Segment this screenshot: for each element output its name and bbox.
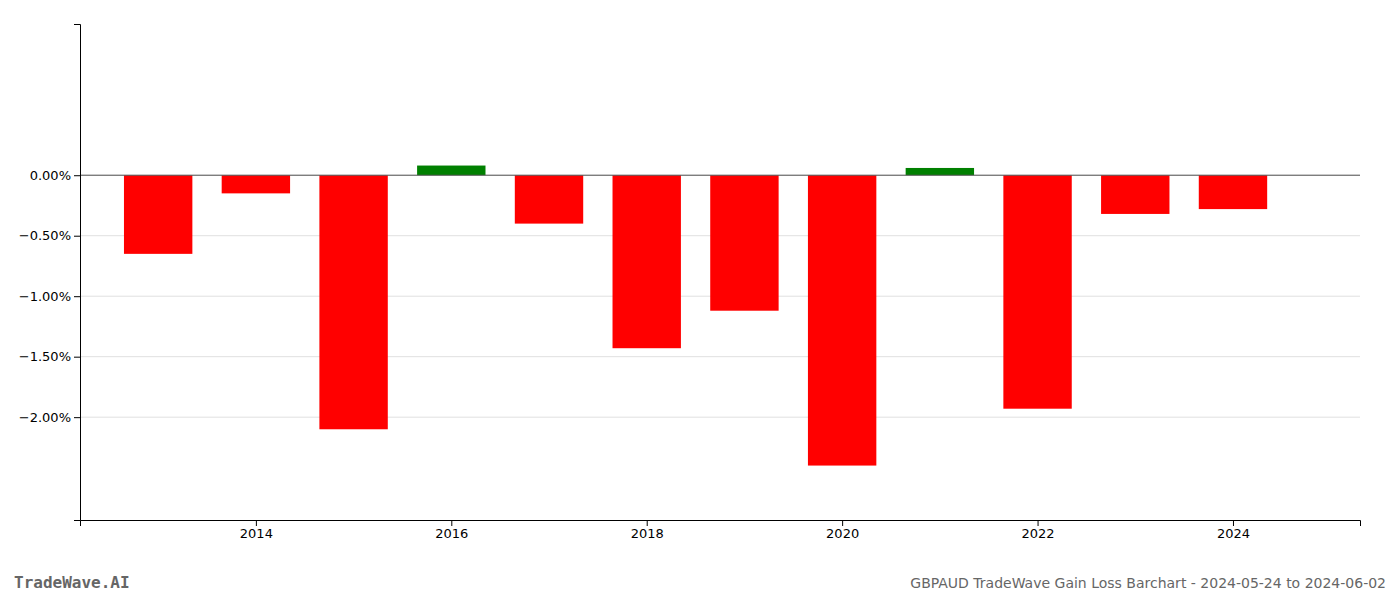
x-tick: 2016 (435, 520, 468, 541)
footer-left: TradeWave.AI (14, 573, 130, 592)
x-tick-mark (1038, 520, 1039, 526)
y-tick: 0.00% (30, 168, 80, 183)
grid-line (80, 356, 1360, 357)
x-tick-label: 2022 (1022, 526, 1055, 541)
x-tick-mark (647, 520, 648, 526)
y-tick-label: −2.00% (19, 410, 71, 425)
bar (417, 166, 485, 176)
x-tick: 2020 (826, 520, 859, 541)
bar (319, 175, 387, 429)
footer-right: GBPAUD TradeWave Gain Loss Barchart - 20… (910, 575, 1386, 591)
y-tick: −2.00% (19, 410, 80, 425)
grid (80, 175, 1360, 417)
zero-line (80, 175, 1360, 176)
y-tick-mark (74, 417, 80, 418)
bar (1199, 175, 1267, 209)
y-tick-label: −0.50% (19, 228, 71, 243)
bar (515, 175, 583, 223)
x-tick-mark (842, 520, 843, 526)
y-tick-mark (74, 175, 80, 176)
x-tick-label: 2018 (631, 526, 664, 541)
y-tick-mark (74, 236, 80, 237)
bar (710, 175, 778, 310)
x-tick-mark (1233, 520, 1234, 526)
bar (222, 175, 290, 193)
x-tick: 2014 (240, 520, 273, 541)
x-tick-mark (256, 520, 257, 526)
x-tick: 2018 (631, 520, 664, 541)
x-tick-mark (451, 520, 452, 526)
y-tick: −0.50% (19, 228, 80, 243)
bar (906, 168, 974, 175)
bar (1003, 175, 1071, 408)
x-tick-label: 2014 (240, 526, 273, 541)
grid-line (80, 417, 1360, 418)
y-tick: −1.00% (19, 289, 80, 304)
bar (1101, 175, 1169, 214)
y-tick-label: −1.50% (19, 349, 71, 364)
bars (124, 166, 1267, 466)
x-tick: 2024 (1217, 520, 1250, 541)
bar (124, 175, 192, 254)
x-axis-line (81, 521, 1361, 527)
y-tick-mark (74, 296, 80, 297)
x-tick-label: 2016 (435, 526, 468, 541)
y-axis-line (74, 25, 81, 521)
y-tick-mark (74, 357, 80, 358)
x-tick-label: 2024 (1217, 526, 1250, 541)
x-tick-label: 2020 (826, 526, 859, 541)
grid-line (80, 175, 1360, 176)
y-axis: 0.00% −0.50% −1.00% −1.50% −2.00% (19, 25, 81, 521)
bar (808, 175, 876, 465)
y-tick-label: −1.00% (19, 289, 71, 304)
bar (613, 175, 681, 348)
plot: 0.00%−0.50%−1.00%−1.50%−2.00%20142016201… (19, 25, 1361, 542)
y-tick-label: 0.00% (30, 168, 71, 183)
y-tick: −1.50% (19, 349, 80, 364)
x-tick: 2022 (1022, 520, 1055, 541)
x-axis: 2014 2016 2018 2020 2022 2024 (81, 520, 1361, 541)
chart: 0.00%−0.50%−1.00%−1.50%−2.00%20142016201… (0, 0, 1400, 600)
